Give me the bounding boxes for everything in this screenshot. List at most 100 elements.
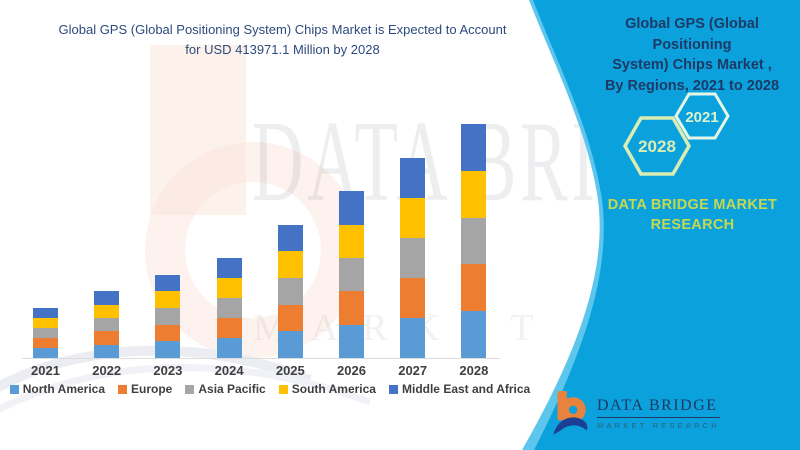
bar-segment-south-america [461,170,487,218]
legend-marker [9,384,19,394]
x-tick-2027: 2027 [398,363,428,378]
bar-2024 [216,258,242,358]
x-tick-2024: 2024 [214,363,244,378]
logo-subtitle: MARKET RESEARCH [597,421,720,430]
bar-2028 [461,124,487,358]
bar-segment-south-america [33,318,58,328]
watermark-swoosh-2 [0,364,372,413]
panel-title-line-1: Global GPS (Global Positioning [625,16,759,53]
logo-b-stem [557,391,567,421]
hexagon-2021 [674,92,730,140]
legend-label: Middle East and Africa [401,382,531,396]
legend-label: Asia Pacific [198,382,266,396]
bar-segment-middle-east-and-africa [400,157,426,198]
bar-segment-south-america [155,291,181,308]
bar-segment-middle-east-and-africa [216,258,242,278]
x-axis-line [22,358,500,359]
x-axis-labels: 2021 2022 2023 2024 2025 2026 2027 2028 [20,363,500,379]
legend-marker [185,384,195,394]
bar-segment-north-america [277,331,303,358]
hexagon-2028-label: 2028 [638,137,676,156]
x-tick-2023: 2023 [153,363,183,378]
bar-segment-north-america [400,317,426,358]
bar-segment-middle-east-and-africa [461,124,487,171]
x-tick-2025: 2025 [275,363,305,378]
bar-segment-asia-pacific [33,328,58,338]
bar-segment-europe [339,291,364,325]
legend-label: Europe [131,382,173,396]
bar-segment-middle-east-and-africa [94,291,120,305]
bar-segment-europe [155,324,181,342]
brand-name-line-1: DATA BRIDGE MARKET [607,197,778,213]
hexagon-badges: 2021 2028 [622,92,730,176]
legend-marker [118,384,128,394]
bar-segment-north-america [339,324,364,358]
panel-title-line-3: By Regions, 2021 to 2028 [604,77,780,94]
bar-segment-asia-pacific [94,318,120,332]
x-tick-2026: 2026 [337,363,366,378]
legend-item-asia-pacific: Asia Pacific [185,382,266,396]
brand-name: DATA BRIDGE MARKET RESEARCH [590,196,795,235]
bar-segment-south-america [339,224,364,258]
bar-segment-middle-east-and-africa [339,191,364,225]
bar-segment-middle-east-and-africa [155,274,181,292]
panel-title: Global GPS (Global Positioning System) C… [588,14,796,96]
blue-panel-body [533,0,800,450]
panel-title-line-2: System) Chips Market , [612,57,772,74]
bar-segment-north-america [216,338,242,358]
hexagon-2021-label: 2021 [685,109,718,126]
bar-segment-asia-pacific [339,257,364,292]
dbmr-logo-text: DATA BRIDGE MARKET RESEARCH [597,391,720,430]
bar-segment-south-america [216,278,242,298]
logo-title: DATA BRIDGE [597,397,720,418]
logo-b-bowl [560,397,586,423]
bar-segment-europe [400,277,426,318]
legend-label: North America [22,382,106,396]
logo-swoosh [553,417,588,435]
x-tick-2028: 2028 [459,363,489,378]
dbmr-logo: DATA BRIDGE MARKET RESEARCH [552,391,720,439]
bar-segment-europe [94,331,120,345]
bar-segment-europe [461,264,487,312]
bar-2026 [339,191,364,358]
legend-marker [388,384,398,394]
bar-segment-asia-pacific [216,298,242,318]
hexagon-2028 [622,116,692,176]
bar-2022 [94,291,120,358]
legend-item-europe: Europe [118,382,172,396]
chart-legend: North America Europe Asia Pacific South Ame… [0,382,540,396]
legend-item-south-america: South America [278,382,376,396]
stacked-bar-chart [20,118,500,358]
bar-2027 [400,157,426,358]
bar-segment-north-america [33,348,58,358]
legend-label: South America [291,382,376,396]
bar-segment-middle-east-and-africa [277,224,303,252]
x-tick-2022: 2022 [92,363,122,378]
watermark-swoosh-1 [0,345,312,393]
bar-segment-south-america [400,197,426,238]
bar-segment-middle-east-and-africa [33,308,58,318]
bar-segment-asia-pacific [155,307,181,325]
legend-item-middle-east-and-africa: Middle East and Africa [388,382,531,396]
bar-segment-europe [277,304,303,332]
bar-segment-asia-pacific [277,277,303,305]
legend-marker [278,384,288,394]
bar-segment-south-america [94,304,120,319]
bar-segment-north-america [461,311,487,358]
bar-2025 [277,224,303,358]
chart-title: Global GPS (Global Positioning System) C… [0,20,565,59]
bar-segment-europe [33,338,58,348]
bar-segment-europe [216,318,242,338]
bar-2023 [155,274,181,358]
legend-item-north-america: North America [9,382,106,396]
x-tick-2021: 2021 [31,363,60,378]
bar-segment-north-america [155,341,181,358]
chart-title-line-2: for USD 413971.1 Million by 2028 [185,41,380,57]
bar-segment-asia-pacific [400,237,426,278]
brand-name-line-2: RESEARCH [650,216,735,233]
bar-segment-south-america [277,251,303,278]
dbmr-logo-icon [553,391,588,435]
bar-segment-asia-pacific [461,217,487,265]
